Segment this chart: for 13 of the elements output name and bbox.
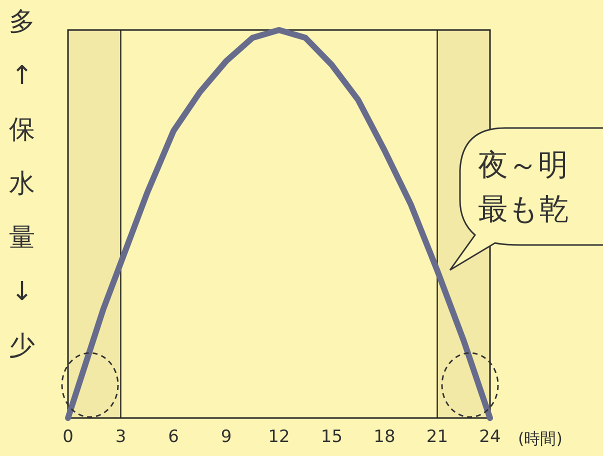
x-tick-label: 18	[374, 427, 396, 447]
x-tick-label: 15	[320, 427, 343, 447]
y-axis-title: 多↑保水量↓少	[9, 7, 35, 361]
x-tick-label: 0	[62, 427, 74, 447]
x-tick-label: 9	[220, 427, 232, 447]
annotation: 最も乾	[478, 192, 569, 227]
annotation: 夜～明	[478, 148, 568, 183]
x-tick-label: 3	[115, 427, 126, 447]
x-tick-label: 21	[426, 427, 448, 447]
x-tick-label: 12	[268, 427, 290, 447]
x-axis-title: (時間)	[518, 429, 562, 448]
x-tick-label: 6	[168, 427, 179, 447]
x-tick-label: 24	[479, 427, 501, 447]
